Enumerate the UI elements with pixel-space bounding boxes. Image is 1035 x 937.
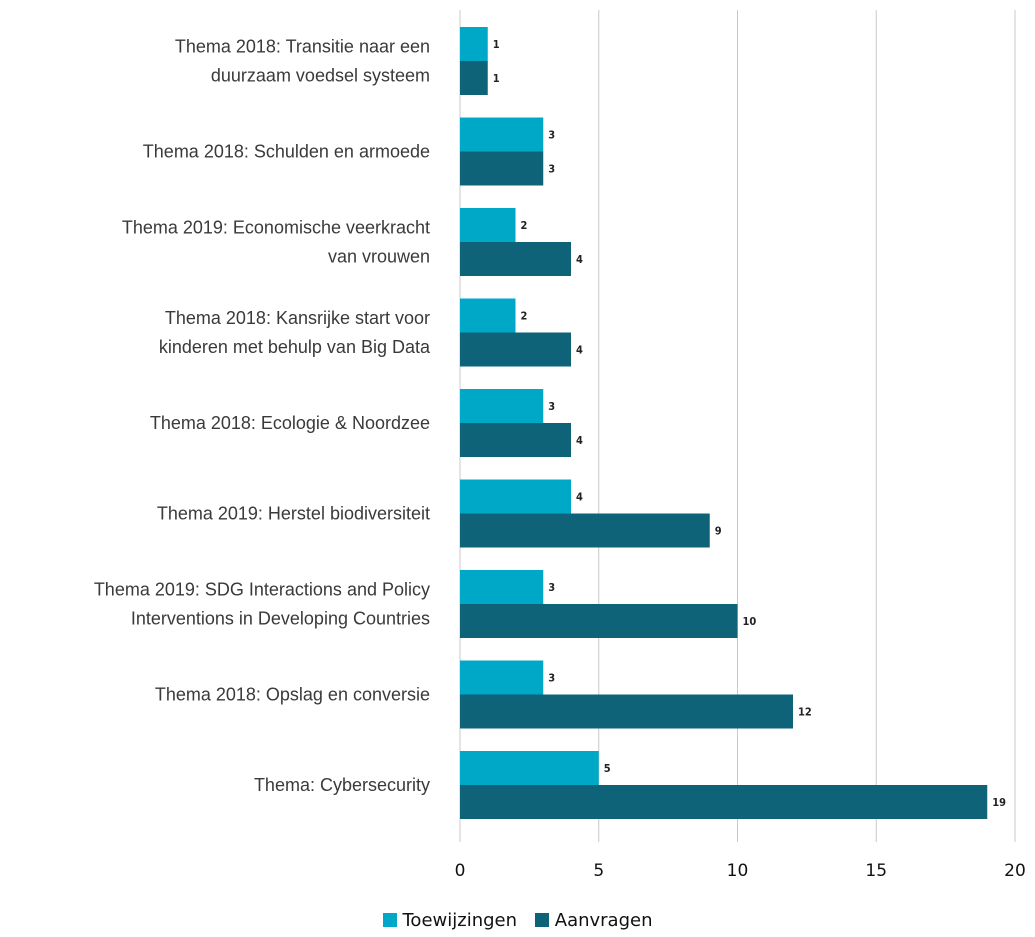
data-label: 3 — [548, 129, 555, 142]
data-label: 19 — [992, 796, 1006, 809]
data-label: 3 — [548, 400, 555, 413]
bar-aanvragen — [460, 423, 571, 457]
data-label: 4 — [576, 434, 583, 447]
bar-toewijzingen — [460, 117, 544, 152]
legend-label-toewijzingen: Toewijzingen — [402, 910, 518, 931]
data-label: 2 — [521, 219, 528, 232]
bar-aanvragen — [460, 242, 571, 276]
data-label: 3 — [548, 581, 555, 594]
legend-item-toewijzingen: Toewijzingen — [382, 910, 518, 931]
bar-toewijzingen — [460, 479, 571, 514]
data-label: 1 — [493, 72, 500, 85]
x-tick-label: 15 — [865, 861, 887, 881]
category-label: Thema 2018: Kansrijke start voor — [165, 308, 430, 328]
legend-swatch-aanvragen — [534, 913, 549, 927]
value-labels: 1 1 3 3 2 4 2 4 3 4 4 9 3 10 3 12 5 19 — [493, 38, 1006, 809]
data-label: 2 — [521, 310, 528, 323]
x-tick-label: 0 — [455, 861, 466, 881]
category-label: Thema 2019: Herstel biodiversiteit — [157, 504, 430, 524]
data-label: 9 — [715, 525, 722, 538]
bar-toewijzingen — [460, 751, 599, 785]
bar-toewijzingen — [460, 208, 516, 242]
data-label: 12 — [798, 706, 812, 719]
category-label: Thema 2019: SDG Interactions and Policy — [94, 580, 430, 600]
legend: Toewijzingen Aanvragen — [0, 910, 1035, 931]
bar-aanvragen — [460, 694, 793, 729]
legend-item-aanvragen: Aanvragen — [534, 910, 653, 931]
x-axis-ticks: 0 5 10 15 20 — [455, 861, 1026, 881]
bar-aanvragen — [460, 332, 571, 367]
category-labels: Thema 2018: Transitie naar een duurzaam v… — [94, 37, 431, 796]
data-label: 1 — [493, 38, 500, 51]
bar-toewijzingen — [460, 660, 544, 695]
category-label: Interventions in Developing Countries — [131, 609, 430, 629]
category-label: kinderen met behulp van Big Data — [159, 337, 431, 357]
category-label: Thema 2018: Transitie naar een — [175, 37, 430, 57]
data-label: 3 — [548, 672, 555, 685]
legend-swatch-toewijzingen — [382, 913, 397, 927]
bar-aanvragen — [460, 151, 544, 186]
bar-chart: 1 1 3 3 2 4 2 4 3 4 4 9 3 10 3 12 5 19 Thema 2018: Transi… — [94, 10, 1026, 881]
x-tick-label: 10 — [727, 861, 749, 881]
data-label: 4 — [576, 491, 583, 504]
bar-aanvragen — [460, 61, 488, 95]
bars — [460, 27, 988, 819]
bar-toewijzingen — [460, 570, 544, 604]
category-label: Thema 2018: Schulden en armoede — [143, 142, 430, 162]
data-label: 4 — [576, 253, 583, 266]
bar-toewijzingen — [460, 298, 516, 333]
legend-label-aanvragen: Aanvragen — [554, 910, 653, 931]
category-label: duurzaam voedsel systeem — [211, 66, 430, 86]
bar-toewijzingen — [460, 27, 488, 61]
x-tick-label: 5 — [593, 861, 604, 881]
bar-toewijzingen — [460, 389, 544, 423]
bar-aanvragen — [460, 513, 710, 548]
data-label: 5 — [604, 762, 611, 775]
category-label: Thema 2018: Opslag en conversie — [155, 685, 430, 705]
category-label: Thema 2019: Economische veerkracht — [122, 218, 430, 238]
category-label: Thema: Cybersecurity — [254, 775, 430, 795]
data-label: 3 — [548, 163, 555, 176]
bar-aanvragen — [460, 604, 738, 638]
x-tick-label: 20 — [1004, 861, 1026, 881]
bar-aanvragen — [460, 785, 988, 819]
data-label: 10 — [743, 615, 757, 628]
category-label: van vrouwen — [328, 247, 430, 267]
category-label: Thema 2018: Ecologie & Noordzee — [150, 413, 430, 433]
data-label: 4 — [576, 344, 583, 357]
